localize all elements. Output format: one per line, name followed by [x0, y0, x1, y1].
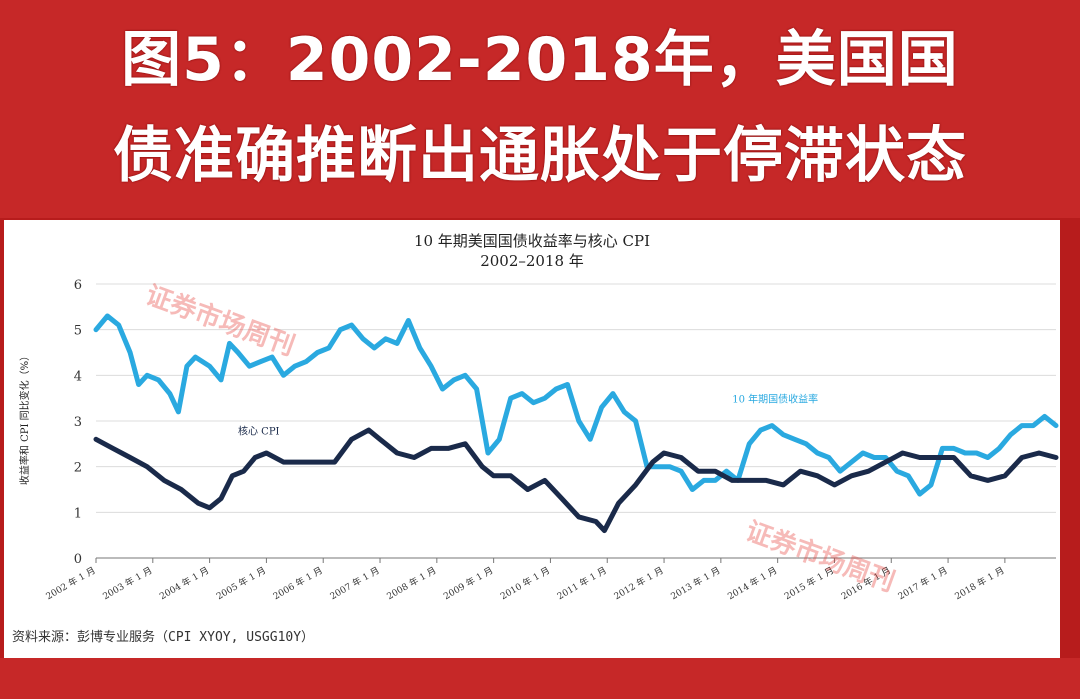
annotation-yield: 10 年期国债收益率: [732, 393, 818, 406]
watermark-bottom: 证券市场周刊: [742, 515, 899, 597]
series-lines: [93, 313, 1059, 534]
y-tick-label-6: 6: [74, 278, 82, 293]
y-tick-label-2: 2: [74, 461, 82, 476]
grid: [96, 283, 1056, 559]
x-tick-label-4: 2006 年 1 月: [271, 564, 325, 602]
x-tick-label-9: 2011 年 1 月: [555, 564, 609, 602]
chart-title: 10 年期美国国债收益率与核心 CPI: [414, 232, 650, 250]
x-tick-label-16: 2018 年 1 月: [953, 564, 1007, 602]
bottom-strip: [0, 658, 1080, 699]
x-tick-label-10: 2012 年 1 月: [612, 564, 666, 602]
series-cpi-line: [93, 427, 1059, 534]
line-chart: 10 年期美国国债收益率与核心 CPI 2002–2018 年 收益率和 CPI…: [18, 232, 1059, 602]
y-tick-label-0: 0: [74, 552, 82, 567]
x-tick-label-12: 2014 年 1 月: [725, 564, 779, 602]
y-tick-label-3: 3: [74, 415, 82, 430]
watermark-top: 证券市场周刊: [142, 279, 299, 361]
x-tick-label-15: 2017 年 1 月: [896, 564, 950, 602]
title-banner: 图5：2002-2018年，美国国 债准确推断出通胀处于停滞状态: [0, 0, 1080, 218]
x-tick-label-0: 2002 年 1 月: [44, 564, 98, 602]
x-tick-label-1: 2003 年 1 月: [100, 564, 154, 602]
x-tick-label-11: 2013 年 1 月: [669, 564, 723, 602]
banner-title-line2: 债准确推断出通胀处于停滞状态: [113, 121, 967, 191]
y-tick-label-5: 5: [74, 324, 82, 339]
x-tick-label-7: 2009 年 1 月: [441, 564, 495, 602]
x-tick-label-5: 2007 年 1 月: [328, 564, 382, 602]
y-tick-label-1: 1: [74, 506, 82, 521]
x-tick-label-3: 2005 年 1 月: [214, 564, 268, 602]
series-yield-line: [93, 313, 1059, 497]
chart-panel: 10 年期美国国债收益率与核心 CPI 2002–2018 年 收益率和 CPI…: [4, 220, 1060, 658]
chart-subtitle: 2002–2018 年: [480, 252, 584, 270]
source-note: 资料来源：彭博专业服务（CPI XYOY, USGG10Y）: [12, 630, 315, 645]
x-tick-label-2: 2004 年 1 月: [157, 564, 211, 602]
y-axis-label: 收益率和 CPI 同比变化（%）: [18, 351, 31, 485]
x-tick-label-8: 2010 年 1 月: [498, 564, 552, 602]
annotation-cpi: 核心 CPI: [238, 425, 280, 438]
y-tick-label-4: 4: [74, 369, 82, 384]
y-ticks: 0 1 2 3 4 5 6: [74, 278, 82, 567]
banner-title-line1: 图5：2002-2018年，美国国: [121, 25, 959, 95]
x-tick-label-6: 2008 年 1 月: [385, 564, 439, 602]
